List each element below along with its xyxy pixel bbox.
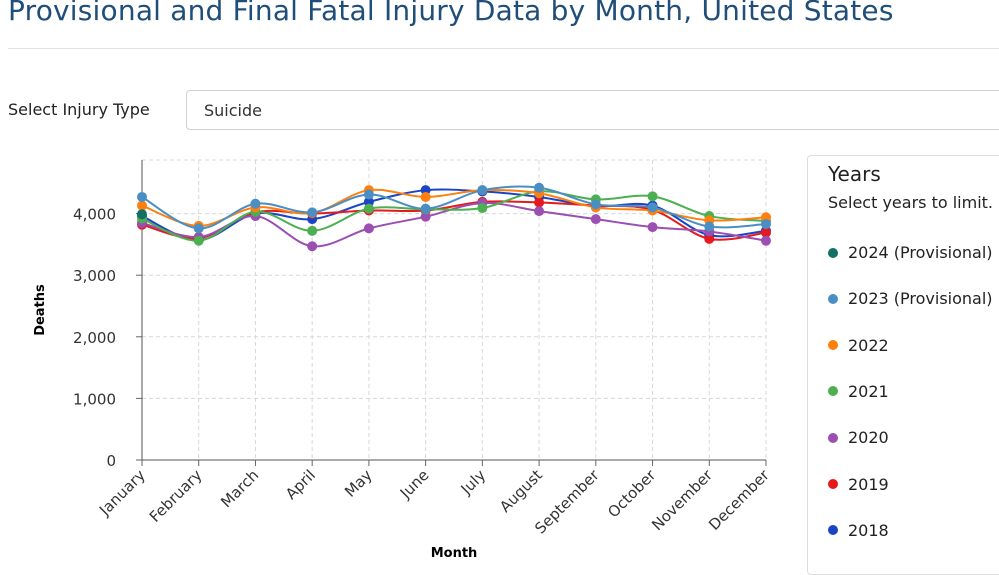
point (363, 223, 374, 234)
point (193, 223, 204, 234)
page-title: Provisional and Final Fatal Injury Data … (8, 0, 894, 27)
point (534, 182, 545, 193)
y-tick-label: 3,000 (73, 267, 116, 285)
select-value: Suicide (204, 101, 262, 120)
point (704, 233, 715, 244)
legend-subtitle: Select years to limit. (828, 193, 993, 212)
point (477, 185, 488, 196)
legend-swatch (828, 247, 838, 258)
point (647, 191, 658, 202)
x-tick-label: December (705, 466, 773, 534)
legend-label: 2020 (848, 428, 889, 448)
point (307, 241, 318, 252)
legend-swatch (828, 340, 838, 351)
y-axis-title: Deaths (33, 284, 48, 336)
point (647, 222, 658, 233)
point (307, 207, 318, 218)
y-tick-label: 1,000 (73, 390, 116, 408)
legend: Years Select years to limit. 2024 (Provi… (807, 155, 999, 575)
point (250, 198, 261, 209)
point (137, 200, 147, 211)
point (647, 202, 658, 213)
legend-label: 2024 (Provisional) (848, 243, 993, 262)
page: {"header": {"title": "Provisional and Fi… (8, 0, 999, 575)
point (761, 219, 771, 230)
legend-label: 2019 (848, 474, 889, 494)
x-tick-label: March (217, 466, 262, 511)
legend-title: Years (828, 162, 881, 186)
y-tick-label: 4,000 (73, 206, 116, 224)
point (420, 211, 431, 222)
legend-label: 2022 (848, 335, 889, 355)
point (534, 197, 545, 208)
legend-item[interactable]: 2021 (828, 381, 889, 403)
point (137, 209, 147, 220)
point (761, 227, 771, 238)
point (761, 235, 771, 246)
legend-label: 2021 (848, 381, 889, 401)
filter-label: Select Injury Type (8, 100, 150, 119)
point (534, 206, 545, 217)
legend-swatch (828, 479, 838, 489)
legend-item[interactable]: 2018 (828, 520, 889, 542)
legend-item[interactable]: 2019 (828, 474, 889, 496)
point (363, 203, 374, 214)
point (363, 189, 374, 200)
point (307, 225, 318, 236)
point (420, 191, 431, 202)
legend-swatch (828, 525, 838, 536)
injury-select[interactable]: Suicide (186, 90, 999, 130)
x-tick-label: April (282, 466, 319, 503)
legend-label: 2023 (Provisional) (848, 289, 993, 309)
x-tick-label: May (341, 466, 376, 501)
series-line (141, 200, 767, 241)
legend-swatch (828, 432, 838, 443)
legend-item[interactable]: 2024 (Provisional) (828, 242, 993, 264)
x-tick-label: July (457, 466, 490, 499)
legend-item[interactable]: 2020 (828, 427, 889, 449)
x-tick-label: January (95, 466, 149, 520)
point (590, 199, 601, 210)
separator (8, 48, 999, 49)
point (420, 203, 431, 214)
x-tick-label: June (396, 466, 433, 503)
x-tick-label: October (604, 466, 660, 522)
x-axis-title: Month (431, 546, 478, 561)
legend-swatch (828, 293, 838, 304)
legend-item[interactable]: 2023 (Provisional) (828, 288, 993, 310)
legend-label: 2018 (848, 520, 889, 540)
x-tick-label: February (146, 466, 206, 526)
y-tick-label: 2,000 (73, 329, 116, 347)
point (590, 214, 601, 225)
legend-item[interactable]: 2022 (828, 335, 889, 357)
legend-swatch (828, 386, 838, 397)
point (704, 221, 715, 232)
y-tick-label: 0 (106, 452, 116, 470)
point (477, 203, 488, 214)
point (137, 191, 147, 202)
point (193, 235, 204, 246)
x-tick-label: August (496, 466, 546, 516)
